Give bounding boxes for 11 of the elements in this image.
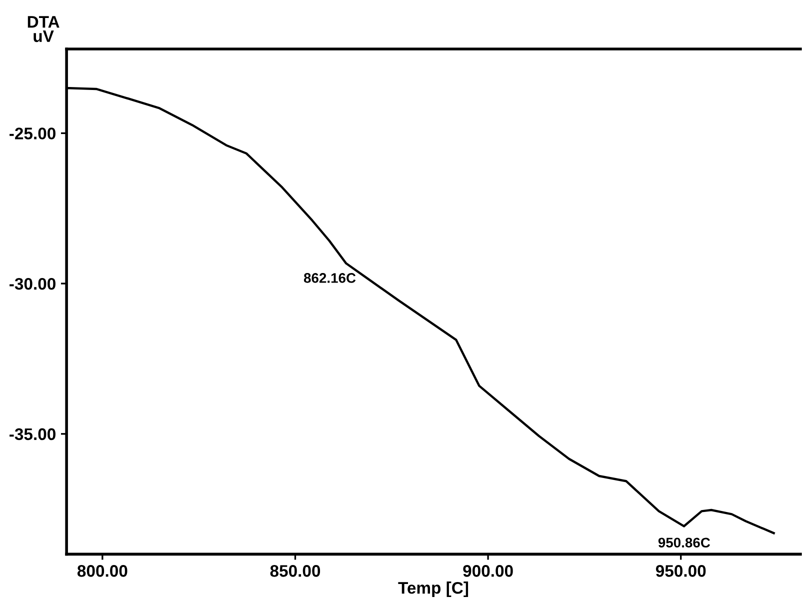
y-tick-label: -30.00 (10, 278, 56, 290)
annotation: 862.16C (304, 273, 356, 283)
x-tick-label: 850.00 (270, 565, 320, 577)
annotation: 950.86C (658, 538, 710, 548)
y-axis-title: DTA uV (28, 16, 60, 42)
x-tick-label: 800.00 (77, 565, 128, 577)
y-tick-label: -35.00 (10, 428, 56, 440)
y-tick-label: -25.00 (10, 128, 56, 140)
x-axis-title: Temp [C] (398, 582, 468, 598)
x-tick-label: 900.00 (463, 565, 513, 577)
x-tick-label: 950.00 (656, 565, 706, 577)
